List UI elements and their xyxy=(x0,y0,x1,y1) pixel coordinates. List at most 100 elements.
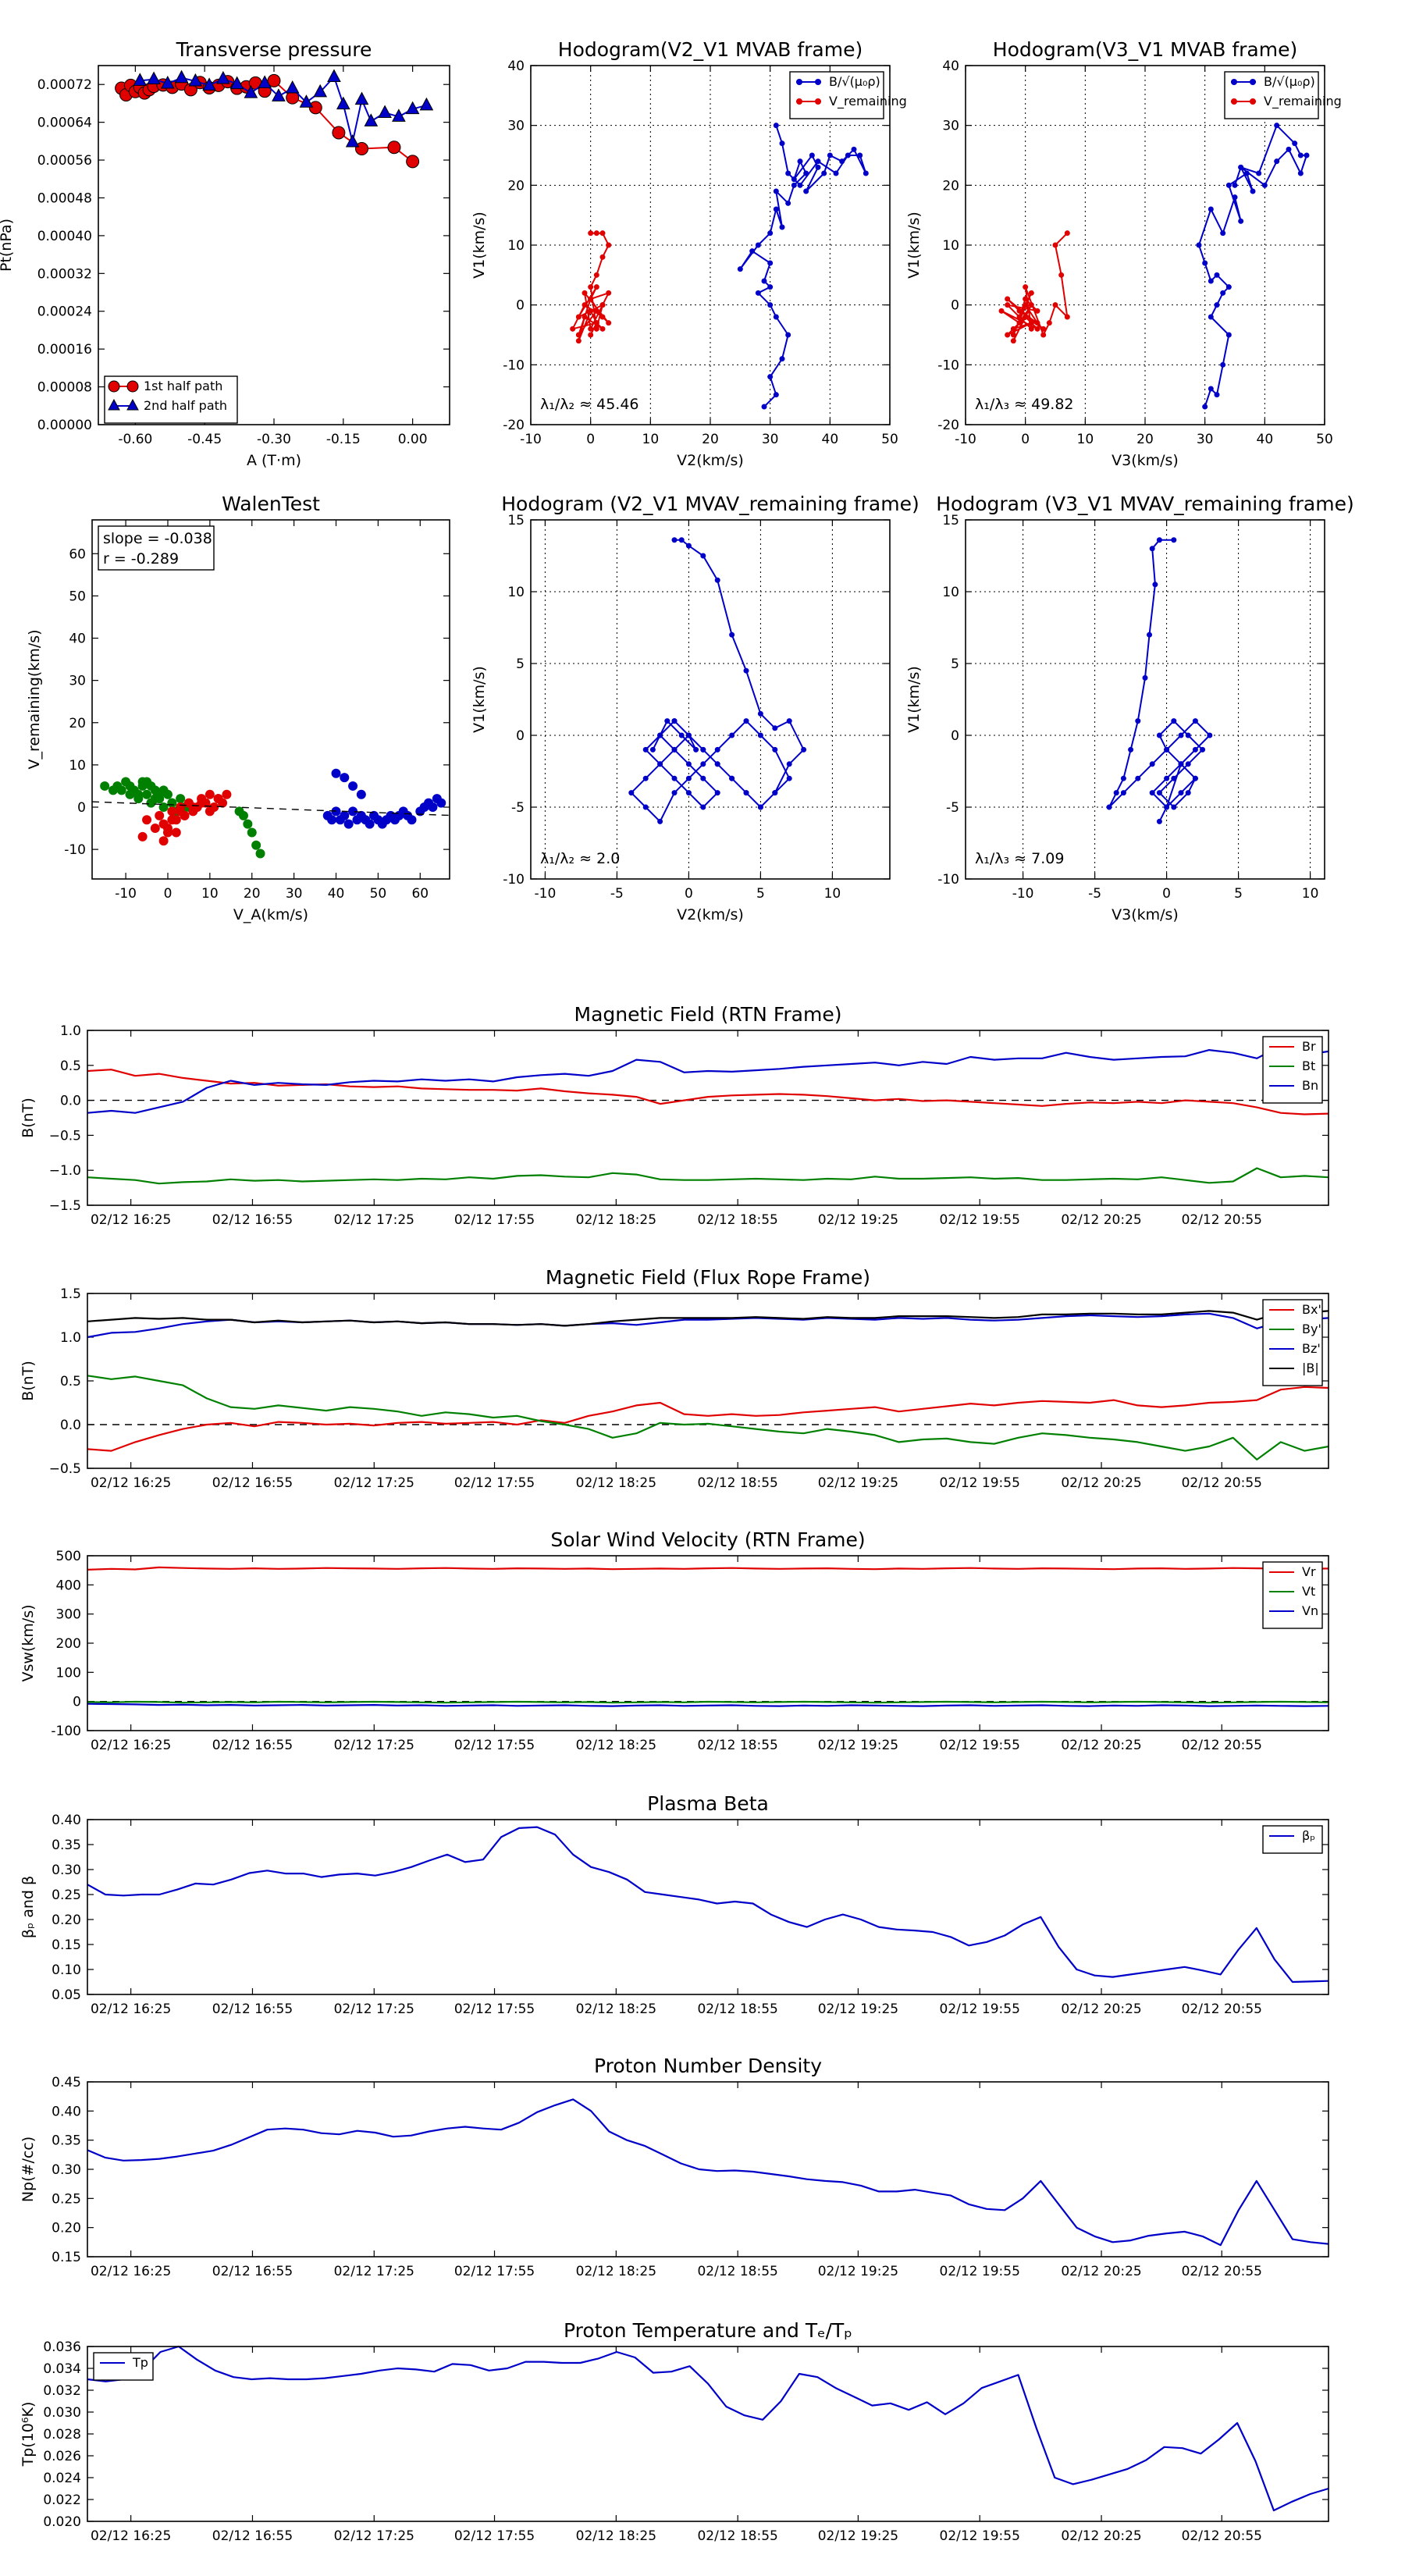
proton-number-density-ylabel: Np(#/cc) xyxy=(20,2137,37,2202)
chart-magnetic-field-flux-rope: Magnetic Field (Flux Rope Frame) −0.5 0.0 0… xyxy=(20,1266,1329,1491)
hodogram-v2v1-mvav-series-point xyxy=(729,732,735,738)
plasma-beta-legend-label: βₚ xyxy=(1302,1828,1315,1843)
hodogram-v2v1-mvav-series-point xyxy=(671,718,678,724)
proton-number-density-ytick-label: 0.45 xyxy=(52,2075,81,2090)
plasma-beta-ytick-label: 0.25 xyxy=(52,1888,81,1903)
proton-number-density-xtick-label: 02/12 19:25 xyxy=(818,2264,898,2279)
hodogram-v2v1-mvab-legend-marker xyxy=(796,79,802,85)
hodogram-v3v1-mvab-v-remaining-series-point xyxy=(1058,272,1065,278)
walen-test-ytick-label: 20 xyxy=(69,716,86,731)
hodogram-v2v1-mvav-series xyxy=(630,539,805,823)
hodogram-v3v1-mvab-b-series-point xyxy=(1238,164,1244,170)
hodogram-v2v1-mvab-b-series-point xyxy=(839,158,845,165)
transverse-pressure-legend-marker xyxy=(126,380,139,393)
solar-wind-velocity-xtick-label: 02/12 19:25 xyxy=(818,1738,898,1753)
proton-number-density-xtick-label: 02/12 20:25 xyxy=(1061,2264,1141,2279)
hodogram-v2v1-mvab-xtick-label: 50 xyxy=(881,432,898,447)
magnetic-field-flux-rope-xtick-label: 02/12 17:25 xyxy=(334,1475,414,1491)
hodogram-v2v1-mvab-b-series-point xyxy=(845,152,851,158)
second-half-path-point xyxy=(392,109,406,122)
transverse-pressure-xtick-label: -0.30 xyxy=(257,432,291,447)
plasma-beta-xtick-label: 02/12 19:55 xyxy=(940,2001,1020,2017)
hodogram-v3v1-mvav-series-point xyxy=(1147,632,1153,638)
walen-point-blue xyxy=(407,815,417,825)
hodogram-v3v1-mvav-title: Hodogram (V3_V1 MVAV_remaining frame) xyxy=(936,493,1354,515)
hodogram-v3v1-mvab-v-remaining-series-point xyxy=(1010,338,1016,344)
proton-number-density-xtick-label: 02/12 17:25 xyxy=(334,2264,414,2279)
walen-point-green xyxy=(234,806,244,817)
second-half-path-point xyxy=(364,113,379,126)
magnetic-field-rtn-xtick-label: 02/12 16:25 xyxy=(91,1212,171,1228)
hodogram-v3v1-mvab-xtick-label: 40 xyxy=(1257,432,1274,447)
second-half-path-point xyxy=(327,69,341,83)
walen-test-xtick-label: 60 xyxy=(411,886,429,902)
solar-wind-velocity-series-vr xyxy=(87,1566,1329,1571)
proton-temperature-ytick-label: 0.020 xyxy=(43,2514,81,2530)
hodogram-v2v1-mvab-xtick-label: 0 xyxy=(586,432,595,447)
hodogram-v2v1-mvab-b-series-point xyxy=(833,170,839,176)
hodogram-v2v1-mvab-v-remaining-series-point xyxy=(593,308,599,314)
walen-point-blue xyxy=(428,802,438,812)
second-half-path-point xyxy=(345,133,360,148)
hodogram-v2v1-mvav-ytick-label: 10 xyxy=(507,585,525,600)
hodogram-v2v1-mvav-xtick-label: 0 xyxy=(685,886,693,902)
walen-point-green xyxy=(100,781,110,791)
solar-wind-velocity-series-vt xyxy=(87,1700,1329,1704)
hodogram-v3v1-mvab-b-series-point xyxy=(1232,194,1238,201)
hodogram-v2v1-mvav-xlabel: V2(km/s) xyxy=(677,906,744,923)
hodogram-v2v1-mvab-v-remaining-series-point xyxy=(606,242,612,248)
second-half-path-point xyxy=(244,85,258,98)
hodogram-v2v1-mvab-v-remaining-series-point xyxy=(599,254,606,260)
plasma-beta-ytick-label: 0.20 xyxy=(52,1912,81,1928)
hodogram-v3v1-mvab-b-series-point xyxy=(1274,123,1280,129)
plasma-beta-ytick-label: 0.35 xyxy=(52,1838,81,1853)
magnetic-field-rtn-ytick-label: −1.5 xyxy=(49,1198,81,1214)
hodogram-v2v1-mvav-series-point xyxy=(729,632,735,638)
transverse-pressure-ylabel: Pt(nPa) xyxy=(0,219,15,272)
hodogram-v2v1-mvab-v-remaining-series-point xyxy=(606,290,612,296)
hodogram-v3v1-mvab-xlabel: V3(km/s) xyxy=(1112,452,1179,469)
transverse-pressure-ytick-label: 0.00056 xyxy=(37,153,92,169)
hodogram-v2v1-mvav-series-point xyxy=(700,804,706,810)
solar-wind-velocity-xtick-label: 02/12 18:25 xyxy=(576,1738,656,1753)
hodogram-v3v1-mvab-b-series-point xyxy=(1225,332,1232,338)
second-half-path-point xyxy=(202,77,216,91)
walen-r-text: r = -0.289 xyxy=(103,550,179,568)
transverse-pressure-xtick-label: -0.15 xyxy=(326,432,361,447)
hodogram-v3v1-mvab-v-remaining-series-point xyxy=(1034,308,1040,314)
solar-wind-velocity-legend-label: Vn xyxy=(1302,1603,1318,1618)
magnetic-field-rtn-series-bt xyxy=(87,1167,1329,1185)
magnetic-field-flux-rope-ytick-label: 0.0 xyxy=(60,1418,81,1433)
hodogram-v2v1-mvab-b-series-point xyxy=(767,230,774,237)
magnetic-field-rtn-xtick-label: 02/12 20:25 xyxy=(1061,1212,1141,1228)
magnetic-field-flux-rope-xtick-label: 02/12 18:55 xyxy=(697,1475,777,1491)
proton-number-density-xtick-label: 02/12 18:55 xyxy=(697,2264,777,2279)
magnetic-field-flux-rope-ylabel: B(nT) xyxy=(20,1361,37,1401)
hodogram-v3v1-mvab-title: Hodogram(V3_V1 MVAB frame) xyxy=(993,38,1297,61)
hodogram-v2v1-mvab-v-remaining-series-point xyxy=(606,320,612,326)
hodogram-v2v1-mvav-series-point xyxy=(685,790,692,796)
hodogram-v3v1-mvav-series-point xyxy=(1171,804,1177,810)
hodogram-v3v1-mvav-ytick-label: 10 xyxy=(942,585,959,600)
hodogram-v3v1-mvav-series-point xyxy=(1171,775,1177,781)
hodogram-v3v1-mvab-b-series-point xyxy=(1243,170,1250,176)
hodogram-v3v1-mvab-b-series-point xyxy=(1286,146,1292,152)
chart-walen-test: WalenTest -10 0 10 20 30 40 50 60 -10 0 10 20 30 40 50 6… xyxy=(26,493,450,923)
hodogram-v3v1-mvav-series-point xyxy=(1149,761,1155,767)
hodogram-v2v1-mvab-legend-marker xyxy=(815,79,821,85)
walen-point-blue xyxy=(327,815,337,825)
hodogram-v2v1-mvav-series-point xyxy=(786,718,792,724)
hodogram-v3v1-mvav-series-point xyxy=(1152,582,1158,588)
first-half-path-point xyxy=(332,126,346,140)
hodogram-v2v1-mvab-legend-marker xyxy=(815,98,821,105)
hodogram-v3v1-mvab-b-series-point xyxy=(1220,230,1226,237)
hodogram-v2v1-mvav-eigen-ratio: λ₁/λ₂ ≈ 2.0 xyxy=(540,850,620,867)
hodogram-v3v1-mvab-b-series-point xyxy=(1238,218,1244,224)
hodogram-v3v1-mvab-v-remaining-series-point xyxy=(1023,284,1029,290)
hodogram-v3v1-mvav-series-point xyxy=(1156,818,1162,824)
hodogram-v3v1-mvab-b-series-point xyxy=(1202,404,1208,410)
hodogram-v2v1-mvab-b-series-point xyxy=(773,314,779,320)
hodogram-v2v1-mvav-series-point xyxy=(657,818,663,824)
plasma-beta-xtick-label: 02/12 18:25 xyxy=(576,2001,656,2017)
transverse-pressure-frame xyxy=(98,65,450,425)
